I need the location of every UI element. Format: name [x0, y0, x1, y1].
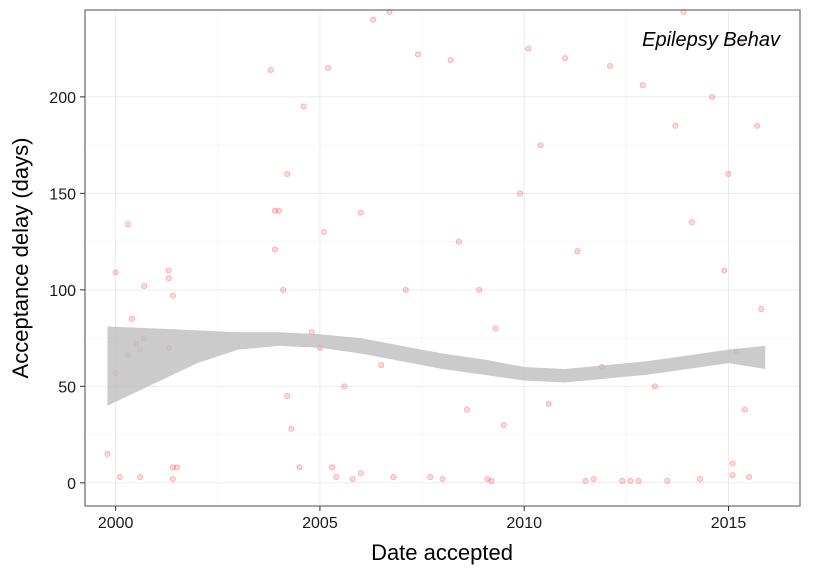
data-point	[742, 407, 747, 412]
data-point	[170, 476, 175, 481]
data-point	[342, 384, 347, 389]
data-point	[297, 465, 302, 470]
data-point	[350, 476, 355, 481]
plot-panel	[85, 10, 800, 506]
y-tick-label: 150	[49, 186, 76, 203]
data-point	[166, 276, 171, 281]
data-point	[607, 63, 612, 68]
data-point	[518, 191, 523, 196]
data-point	[285, 171, 290, 176]
data-point	[538, 142, 543, 147]
data-point	[526, 46, 531, 51]
data-point	[636, 478, 641, 483]
data-point	[166, 268, 171, 273]
data-point	[501, 422, 506, 427]
data-point	[759, 307, 764, 312]
data-point	[755, 123, 760, 128]
data-point	[289, 426, 294, 431]
data-point	[640, 83, 645, 88]
x-tick-label: 2015	[711, 515, 747, 532]
data-point	[493, 326, 498, 331]
data-point	[129, 316, 134, 321]
data-point	[379, 363, 384, 368]
data-point	[689, 220, 694, 225]
data-point	[105, 451, 110, 456]
data-point	[285, 393, 290, 398]
data-point	[334, 474, 339, 479]
data-point	[281, 287, 286, 292]
data-point	[117, 474, 122, 479]
data-point	[628, 478, 633, 483]
data-point	[358, 471, 363, 476]
data-point	[665, 478, 670, 483]
data-point	[652, 384, 657, 389]
data-point	[415, 52, 420, 57]
data-point	[562, 56, 567, 61]
data-point	[477, 287, 482, 292]
data-point	[489, 478, 494, 483]
data-point	[268, 67, 273, 72]
x-tick-label: 2010	[506, 515, 542, 532]
data-point	[358, 210, 363, 215]
data-point	[448, 58, 453, 63]
data-point	[673, 123, 678, 128]
data-point	[546, 401, 551, 406]
x-axis-title: Date accepted	[371, 540, 513, 565]
data-point	[575, 249, 580, 254]
data-point	[746, 474, 751, 479]
data-point	[391, 474, 396, 479]
y-axis-title: Acceptance delay (days)	[8, 138, 33, 379]
data-point	[730, 473, 735, 478]
data-point	[125, 222, 130, 227]
data-point	[697, 476, 702, 481]
data-point	[326, 65, 331, 70]
data-point	[710, 94, 715, 99]
data-point	[272, 247, 277, 252]
data-point	[726, 171, 731, 176]
data-point	[170, 293, 175, 298]
data-point	[301, 104, 306, 109]
y-tick-label: 100	[49, 283, 76, 300]
data-point	[142, 283, 147, 288]
data-point	[428, 474, 433, 479]
data-point	[174, 465, 179, 470]
data-point	[722, 268, 727, 273]
data-point	[464, 407, 469, 412]
data-point	[730, 461, 735, 466]
data-point	[276, 208, 281, 213]
data-point	[440, 476, 445, 481]
data-point	[321, 229, 326, 234]
data-point	[456, 239, 461, 244]
y-tick-label: 0	[67, 476, 76, 493]
data-point	[591, 476, 596, 481]
chart-annotation: Epilepsy Behav	[642, 29, 781, 51]
x-tick-label: 2005	[302, 515, 338, 532]
y-tick-label: 50	[58, 379, 76, 396]
data-point	[138, 474, 143, 479]
data-point	[583, 478, 588, 483]
data-point	[113, 270, 118, 275]
x-tick-label: 2000	[98, 515, 134, 532]
y-tick-label: 200	[49, 90, 76, 107]
data-point	[403, 287, 408, 292]
data-point	[620, 478, 625, 483]
data-point	[330, 465, 335, 470]
data-point	[370, 17, 375, 22]
